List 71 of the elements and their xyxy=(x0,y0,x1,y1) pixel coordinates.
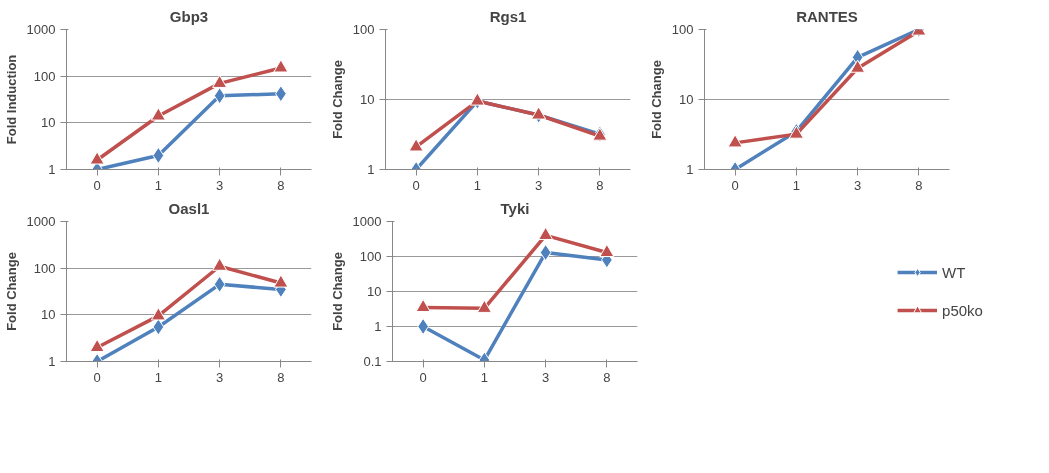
y-tick-label: 0.1 xyxy=(363,354,382,369)
point xyxy=(273,274,289,288)
y-tick-label: 100 xyxy=(671,22,694,37)
x-tick-label: 1 xyxy=(154,177,162,193)
y-tick-label: 1 xyxy=(374,319,382,334)
y-tick-label: 1000 xyxy=(26,22,56,37)
point xyxy=(538,226,554,240)
point xyxy=(476,299,492,313)
point xyxy=(212,74,228,88)
legend-label: p50ko xyxy=(942,301,983,319)
y-tick-label: 1000 xyxy=(26,214,56,229)
y-tick-label: 100 xyxy=(33,260,56,276)
point xyxy=(212,257,228,271)
x-tick-label: 0 xyxy=(93,369,101,385)
chart-title: RANTES xyxy=(796,7,858,25)
y-tick-label: 1000 xyxy=(352,214,382,229)
point xyxy=(531,106,547,120)
y-tick-label: 1 xyxy=(48,162,56,177)
point xyxy=(415,298,431,312)
y-axis-title: Fold Change xyxy=(329,60,345,139)
x-tick-label: 3 xyxy=(854,177,862,193)
chart-title: Oasl1 xyxy=(168,199,210,217)
chart-title: Rgs1 xyxy=(489,7,527,25)
point xyxy=(150,107,166,121)
x-tick-label: 8 xyxy=(277,369,285,385)
x-tick-label: 3 xyxy=(216,177,224,193)
point xyxy=(89,151,105,165)
x-tick-label: 8 xyxy=(277,177,285,193)
y-tick-label: 10 xyxy=(367,284,382,299)
x-tick-label: 0 xyxy=(412,177,420,193)
x-tick-label: 1 xyxy=(473,177,481,193)
point xyxy=(273,59,289,73)
y-tick-label: 10 xyxy=(679,92,694,107)
point xyxy=(727,134,743,148)
chart-title: Gbp3 xyxy=(169,7,209,25)
y-axis-title: Fold Change xyxy=(329,252,345,331)
y-axis-title: Fold Change xyxy=(648,60,664,139)
point xyxy=(89,338,105,352)
y-tick-label: 100 xyxy=(352,22,375,37)
x-tick-label: 1 xyxy=(154,369,162,385)
x-tick-label: 1 xyxy=(792,177,800,193)
x-tick-label: 0 xyxy=(419,369,427,385)
y-tick-label: 10 xyxy=(41,115,56,131)
y-tick-label: 1 xyxy=(48,354,56,369)
x-tick-label: 0 xyxy=(93,177,101,193)
y-tick-label: 1 xyxy=(686,162,694,177)
legend-label: WT xyxy=(942,263,966,281)
point xyxy=(408,138,424,152)
chart-title: Tyki xyxy=(500,199,530,217)
y-tick-label: 100 xyxy=(33,68,56,84)
point xyxy=(539,244,552,262)
y-tick-label: 1 xyxy=(367,162,375,177)
point xyxy=(469,92,485,106)
x-tick-label: 8 xyxy=(603,369,611,385)
y-axis-title: Fold Change xyxy=(3,252,19,331)
point xyxy=(150,307,166,321)
x-tick-label: 8 xyxy=(915,177,923,193)
x-tick-label: 3 xyxy=(216,369,224,385)
x-tick-label: 0 xyxy=(731,177,739,193)
x-tick-label: 8 xyxy=(596,177,604,193)
point xyxy=(152,146,165,164)
point xyxy=(599,243,615,258)
point xyxy=(213,275,226,293)
x-tick-label: 3 xyxy=(535,177,543,193)
point xyxy=(850,59,866,73)
y-tick-label: 100 xyxy=(359,249,382,264)
y-tick-label: 10 xyxy=(360,92,375,107)
x-tick-label: 3 xyxy=(542,369,550,385)
y-axis-title: Fold Induction xyxy=(3,54,19,145)
y-tick-label: 10 xyxy=(41,307,56,323)
x-tick-label: 1 xyxy=(480,369,488,385)
